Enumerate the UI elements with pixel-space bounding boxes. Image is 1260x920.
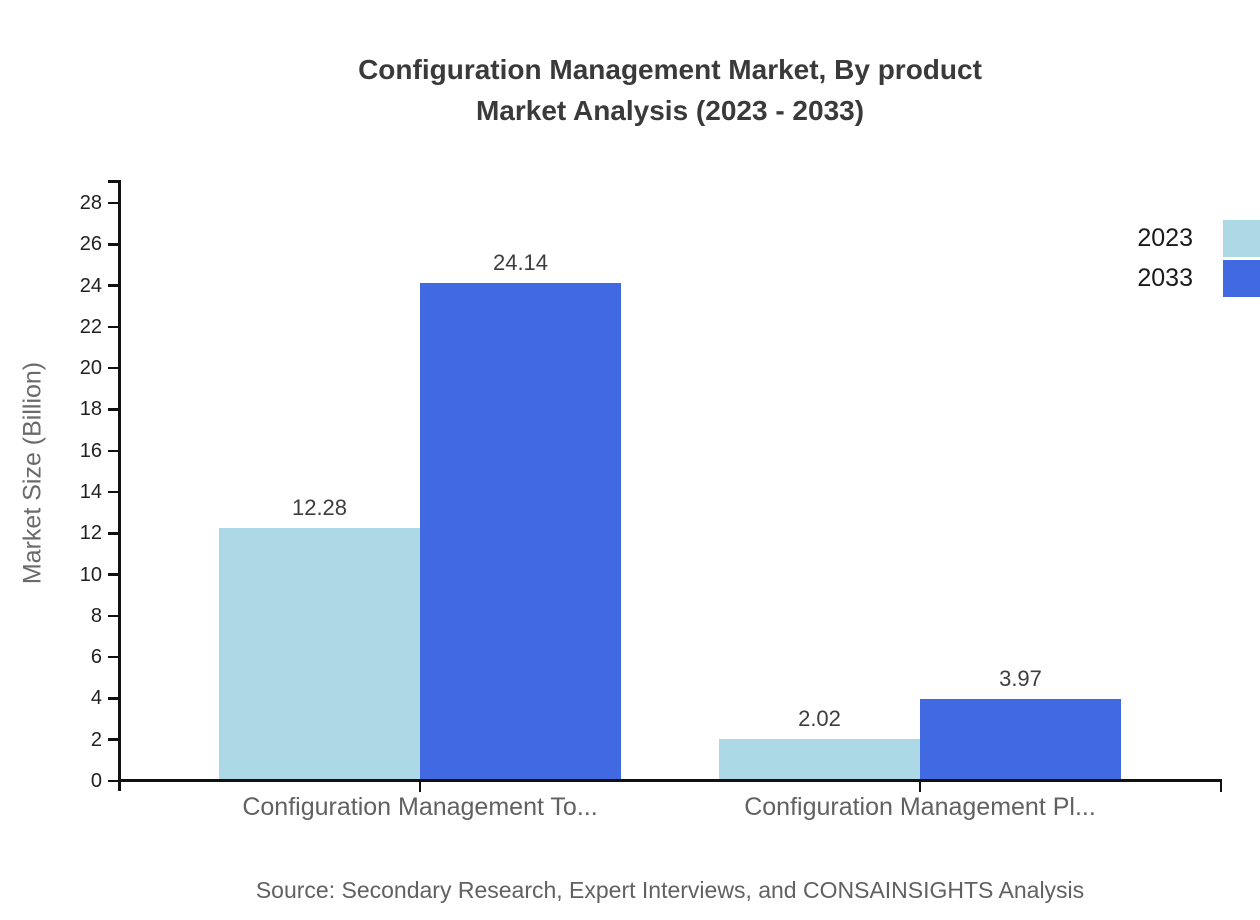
y-axis-tick-label: 28	[79, 192, 102, 215]
chart-title-line-2: Market Analysis (2023 - 2033)	[475, 95, 865, 126]
y-axis-tick	[108, 201, 118, 205]
category-label: Configuration Management Pl...	[744, 793, 1096, 821]
y-axis-tick	[108, 284, 118, 287]
legend-label: 2033	[1137, 264, 1193, 292]
legend-label: 2023	[1137, 224, 1193, 252]
y-axis-tick-label: 12	[79, 522, 102, 545]
y-axis-tick	[108, 325, 118, 329]
y-axis-tick	[108, 243, 118, 246]
y-axis-tick-label: 20	[79, 357, 102, 380]
y-axis-title: Market Size (Billion)	[18, 361, 47, 585]
bar-2023-category-1	[219, 527, 420, 781]
y-axis-tick	[108, 532, 118, 535]
y-axis-line	[118, 180, 121, 791]
y-axis-tick-label: 6	[90, 646, 102, 669]
bar-value-label: 12.28	[291, 494, 348, 520]
y-axis-tick	[108, 408, 118, 411]
y-axis-tick-label: 0	[90, 770, 102, 792]
x-axis-tick	[418, 781, 422, 792]
x-axis-line	[118, 779, 1222, 782]
y-axis-tick	[108, 366, 118, 370]
y-axis-tick	[108, 449, 118, 452]
y-axis-tick-label: 16	[79, 439, 102, 462]
y-axis-tick-label: 2	[90, 728, 102, 751]
y-axis-tick-label: 26	[79, 233, 102, 256]
y-axis-tick	[108, 655, 118, 659]
y-axis-tick-label: 24	[79, 274, 102, 297]
bar-2033-category-1	[420, 282, 621, 781]
y-axis-end-tick	[108, 180, 118, 183]
chart-title: Configuration Management Market, By prod…	[118, 49, 1222, 131]
y-axis-tick-label: 22	[79, 315, 102, 338]
y-axis-tick	[108, 697, 118, 700]
bar-value-label: 3.97	[999, 666, 1042, 692]
legend-swatch	[1223, 260, 1260, 297]
bar-2033-category-2	[920, 699, 1121, 781]
bar-value-label: 24.14	[492, 249, 549, 275]
bar-2023-category-2	[719, 739, 920, 781]
y-axis-tick-label: 18	[79, 398, 102, 421]
category-label: Configuration Management To...	[242, 793, 598, 821]
source-note: Source: Secondary Research, Expert Inter…	[255, 877, 1085, 903]
y-axis-tick	[108, 573, 118, 576]
y-axis-tick	[108, 779, 118, 783]
y-axis-tick-label: 4	[90, 687, 102, 710]
legend-row-2033: 2033	[1137, 260, 1260, 297]
x-axis-end-tick	[1219, 781, 1222, 792]
y-axis-tick	[108, 614, 118, 618]
legend-row-2023: 2023	[1137, 220, 1260, 257]
bar-value-label: 2.02	[798, 706, 841, 732]
y-axis-tick-label: 14	[79, 481, 102, 504]
y-axis-tick	[108, 490, 118, 494]
legend-swatch	[1223, 220, 1260, 257]
y-axis-tick	[108, 738, 118, 741]
y-axis-tick-label: 8	[90, 604, 102, 627]
chart-title-line-1: Configuration Management Market, By prod…	[358, 54, 982, 85]
x-axis-tick	[918, 781, 922, 792]
legend: 2023 2033	[1137, 220, 1260, 300]
y-axis-tick-label: 10	[79, 563, 102, 586]
